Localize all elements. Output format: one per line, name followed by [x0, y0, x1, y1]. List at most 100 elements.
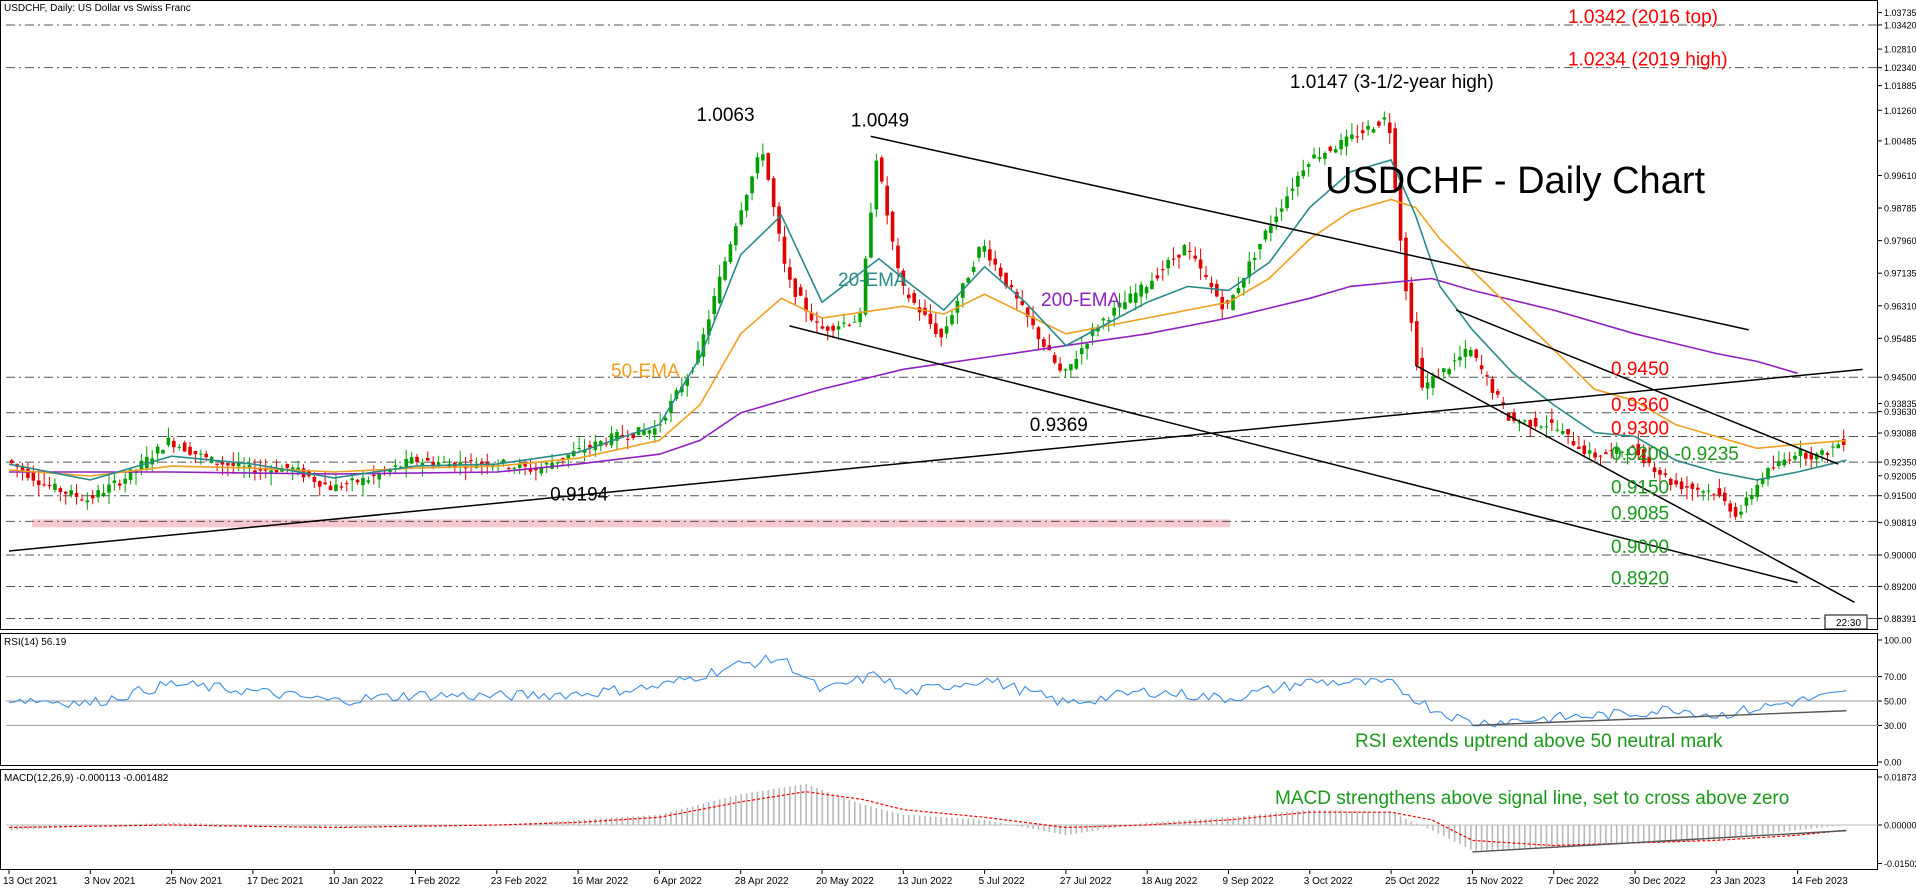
price-annotation-1: 1.0049: [851, 111, 909, 132]
candle-body: [436, 462, 441, 465]
chart-title: USDCHF - Daily Chart: [1325, 160, 1705, 202]
candle-body: [1074, 358, 1079, 369]
y-tick-label-21: 0.90000: [1884, 550, 1916, 560]
candle-body: [1798, 448, 1803, 456]
candle-body: [1079, 348, 1084, 355]
candle-body: [1485, 375, 1489, 377]
candle-body: [1042, 339, 1046, 347]
candle-body: [734, 226, 738, 246]
candle-body: [1317, 157, 1322, 159]
rsi-y-tick-label-3: 30.00: [1884, 721, 1907, 731]
price-annotation-3: 0.9369: [1030, 415, 1088, 436]
candle-body: [777, 206, 781, 234]
candle-body: [263, 469, 268, 471]
candle-body: [933, 323, 938, 334]
candle-body: [231, 463, 236, 466]
macd-y-tick-label-1: 0.000000: [1884, 820, 1916, 830]
candle-body: [1123, 302, 1127, 310]
candle-body: [458, 462, 463, 465]
candle-body: [161, 450, 165, 454]
trendline-4: [1415, 364, 1855, 603]
y-tick-label-13: 0.94500: [1884, 373, 1916, 383]
candle-body: [1831, 446, 1835, 448]
candle-body: [1106, 320, 1111, 322]
candle-body: [620, 434, 625, 437]
candle-body: [199, 453, 203, 455]
y-tick-label-23: 0.88391: [1884, 614, 1916, 624]
candle-body: [971, 266, 976, 272]
macd-y-tick-label-0: 0.018734: [1884, 772, 1916, 782]
candle-body: [1641, 449, 1646, 464]
candle-body: [1360, 130, 1365, 134]
candle-body: [566, 454, 571, 459]
y-tick-label-3: 1.02340: [1884, 63, 1916, 73]
candle-body: [480, 461, 484, 465]
candle-body: [982, 245, 987, 252]
candle-body: [523, 463, 527, 467]
candle-body: [1577, 446, 1581, 450]
candle-body: [328, 485, 333, 491]
x-tick-label-11: 13 Jun 2022: [897, 876, 952, 887]
candle-body: [26, 468, 30, 478]
candle-body: [1690, 483, 1695, 489]
candle-body: [469, 460, 473, 462]
candle-body: [1279, 208, 1284, 212]
x-tick-label-16: 3 Oct 2022: [1304, 876, 1353, 887]
candle-body: [1712, 494, 1716, 496]
level-label-8: 0.9000: [1611, 537, 1669, 558]
candle-body: [377, 474, 381, 480]
candle-body: [242, 466, 246, 468]
candle-body: [993, 258, 998, 265]
candle-body: [1215, 283, 1219, 297]
candle-body: [312, 476, 317, 482]
candle-body: [1333, 149, 1338, 153]
candle-body: [1836, 444, 1841, 449]
candle-body: [1285, 196, 1289, 209]
candle-body: [1668, 478, 1673, 485]
candle-body: [1814, 453, 1819, 460]
candle-body: [1069, 364, 1073, 371]
candle-body: [463, 467, 468, 469]
candle-body: [1328, 146, 1333, 151]
candle-body: [1366, 125, 1370, 130]
candle-body: [1587, 450, 1592, 454]
candle-body: [74, 493, 79, 497]
candle-body: [858, 311, 862, 323]
candle-body: [172, 440, 176, 448]
candle-body: [820, 326, 825, 329]
candle-body: [1382, 117, 1387, 120]
candle-body: [923, 307, 927, 315]
rsi-y-tick-label-0: 100.00: [1884, 636, 1912, 646]
candle-body: [674, 390, 679, 399]
candle-body: [793, 278, 798, 297]
candle-body: [1625, 453, 1630, 456]
candle-body: [696, 350, 700, 363]
candle-body: [1760, 478, 1765, 485]
x-tick-label-15: 9 Sep 2022: [1223, 876, 1275, 887]
price-panel-frame: [0, 0, 1878, 630]
ema20-line: [8, 159, 1847, 481]
y-tick-label-0: 1.03735: [1884, 8, 1916, 18]
candle-body: [663, 417, 668, 421]
candle-body: [928, 313, 933, 324]
y-tick-label-17: 0.92350: [1884, 458, 1916, 468]
candle-body: [712, 296, 717, 315]
x-tick-label-21: 23 Jan 2023: [1710, 876, 1765, 887]
candle-body: [1744, 497, 1749, 506]
candle-body: [1393, 128, 1397, 189]
candle-body: [296, 467, 300, 471]
candle-body: [1652, 467, 1657, 473]
candle-body: [1544, 426, 1549, 428]
candle-body: [1631, 445, 1635, 447]
candle-body: [1722, 492, 1727, 502]
candle-body: [771, 178, 776, 207]
candle-body: [1582, 445, 1587, 454]
candle-body: [1447, 368, 1451, 375]
candle-body: [582, 449, 587, 453]
trendline-1: [870, 135, 1749, 331]
candle-body: [226, 463, 230, 466]
y-tick-label-10: 0.97135: [1884, 269, 1916, 279]
y-tick-label-1: 1.03420: [1884, 20, 1916, 30]
candle-body: [1242, 277, 1246, 288]
candle-body: [1063, 369, 1068, 371]
